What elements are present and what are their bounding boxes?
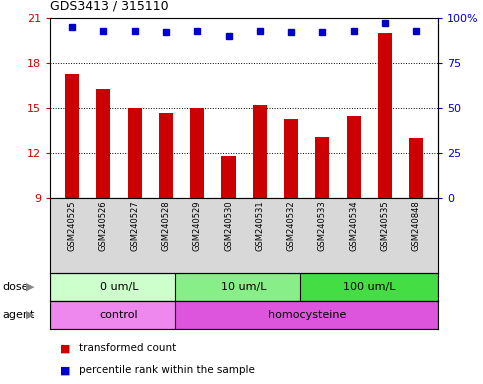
Text: GSM240525: GSM240525 <box>68 200 77 251</box>
Text: GSM240531: GSM240531 <box>256 200 264 251</box>
Text: dose: dose <box>2 282 29 292</box>
Text: ■: ■ <box>60 365 71 375</box>
Text: GSM240526: GSM240526 <box>99 200 108 251</box>
Text: ▶: ▶ <box>26 310 35 320</box>
Bar <box>50 273 188 301</box>
Text: transformed count: transformed count <box>79 343 176 353</box>
Bar <box>222 156 236 198</box>
Text: GDS3413 / 315110: GDS3413 / 315110 <box>50 0 169 13</box>
Text: ■: ■ <box>60 343 71 353</box>
Text: agent: agent <box>2 310 35 320</box>
Text: GSM240535: GSM240535 <box>381 200 389 251</box>
Bar <box>284 119 298 198</box>
Bar <box>97 89 111 198</box>
Bar <box>50 301 188 329</box>
Bar <box>378 33 392 198</box>
Text: GSM240534: GSM240534 <box>349 200 358 251</box>
Text: GSM240532: GSM240532 <box>286 200 296 251</box>
Text: 10 um/L: 10 um/L <box>221 282 267 292</box>
Text: 0 um/L: 0 um/L <box>100 282 138 292</box>
Text: homocysteine: homocysteine <box>268 310 346 320</box>
Text: control: control <box>99 310 138 320</box>
Text: GSM240848: GSM240848 <box>412 200 421 251</box>
Text: GSM240533: GSM240533 <box>318 200 327 251</box>
Bar <box>190 108 204 198</box>
Bar <box>128 108 142 198</box>
Text: GSM240530: GSM240530 <box>224 200 233 251</box>
Bar <box>253 105 267 198</box>
Text: percentile rank within the sample: percentile rank within the sample <box>79 365 255 375</box>
Text: GSM240528: GSM240528 <box>161 200 170 251</box>
Text: ▶: ▶ <box>26 282 35 292</box>
Text: GSM240529: GSM240529 <box>193 200 202 251</box>
Text: GSM240527: GSM240527 <box>130 200 139 251</box>
Text: 100 um/L: 100 um/L <box>343 282 396 292</box>
Bar <box>175 273 313 301</box>
Bar <box>300 273 438 301</box>
Bar <box>315 137 329 198</box>
Bar <box>65 74 79 198</box>
Bar <box>175 301 438 329</box>
Bar <box>159 113 173 198</box>
Bar <box>409 138 423 198</box>
Bar <box>347 116 361 198</box>
